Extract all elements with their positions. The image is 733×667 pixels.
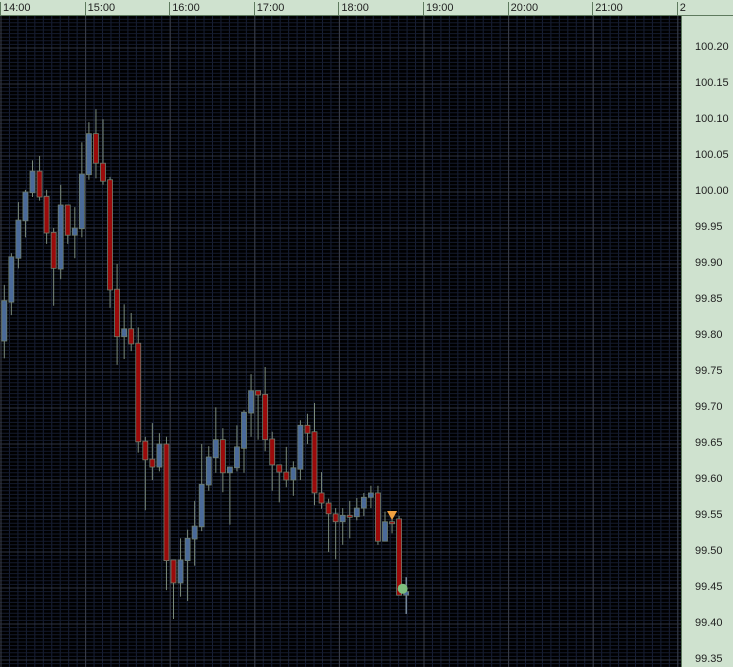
candle-body-down xyxy=(389,521,395,525)
candle-body-up xyxy=(22,191,29,222)
candle-body-up xyxy=(297,424,304,470)
price-tick-label: 99.40 xyxy=(695,617,723,629)
candle-body-down xyxy=(135,342,142,443)
candle-body-up xyxy=(78,173,85,230)
candle-body-down xyxy=(43,195,50,234)
candle-body-down xyxy=(163,443,170,562)
time-tick-label: 17:00 xyxy=(253,2,284,16)
candle-body-up xyxy=(226,466,233,474)
candle-body-down xyxy=(128,328,135,345)
candle-body-up xyxy=(191,525,198,540)
candle-body-down xyxy=(219,439,226,474)
price-tick-label: 99.95 xyxy=(695,221,723,233)
price-tick-label: 100.10 xyxy=(695,113,729,125)
price-tick-label: 99.85 xyxy=(695,293,723,305)
candle-body-up xyxy=(234,446,240,469)
position-circle-marker xyxy=(397,583,408,594)
price-tick-label: 100.20 xyxy=(695,41,729,53)
time-tick-label: 20:00 xyxy=(507,2,538,16)
price-tick-label: 100.00 xyxy=(695,185,729,197)
candle-body-down xyxy=(396,518,403,596)
candle-body-down xyxy=(269,438,276,466)
candle-body-down xyxy=(276,464,283,473)
candle-body-down xyxy=(346,514,353,518)
candle-body-up xyxy=(156,443,163,468)
time-tick-label: 2 xyxy=(676,2,686,16)
candle-body-up xyxy=(367,492,374,498)
candle-body-down xyxy=(142,440,149,461)
candle-body-up xyxy=(29,170,36,194)
candle-body-up xyxy=(248,390,254,414)
price-tick-label: 99.60 xyxy=(695,473,723,485)
sell-arrow-marker xyxy=(387,511,398,520)
price-tick-label: 100.15 xyxy=(695,77,729,89)
time-tick-label: 18:00 xyxy=(338,2,369,16)
price-tick-label: 99.55 xyxy=(695,509,723,521)
candle-body-up xyxy=(198,483,205,528)
candle-body-up xyxy=(1,300,8,342)
price-tick-label: 99.35 xyxy=(695,653,723,665)
price-tick-label: 100.05 xyxy=(695,149,729,161)
candle-body-down xyxy=(325,502,332,515)
candle-body-up xyxy=(15,219,22,259)
candle-body-up xyxy=(241,411,247,449)
price-tick-label: 99.75 xyxy=(695,365,723,377)
candle-body-up xyxy=(57,204,64,270)
candle-body-up xyxy=(360,496,367,509)
price-axis: 100.20 100.15 100.10 100.05 100.00 99.95 99.90… xyxy=(681,16,733,667)
time-axis: 14:00 15:00 16:00 17:00 18:00 19:00 20:00 21:00… xyxy=(0,0,733,16)
candle-body-up xyxy=(290,467,297,481)
candle-body-down xyxy=(255,390,262,396)
candle-body-down xyxy=(170,559,177,584)
candle-body-up xyxy=(71,227,78,236)
candle-body-down xyxy=(375,492,381,542)
time-tick-label: 15:00 xyxy=(84,2,115,16)
time-tick-label: 16:00 xyxy=(169,2,200,16)
candlestick-plot xyxy=(0,16,681,667)
candle-body-up xyxy=(86,133,92,176)
candle-body-up xyxy=(8,256,15,303)
price-tick-label: 99.70 xyxy=(695,401,723,413)
candle-body-up xyxy=(382,521,388,542)
candle-body-down xyxy=(149,458,156,468)
candle-body-up xyxy=(339,514,346,523)
candle-body-down xyxy=(107,179,113,291)
price-tick-label: 99.90 xyxy=(695,257,723,269)
candle-body-down xyxy=(283,471,290,481)
candle-body-down xyxy=(50,231,57,269)
candle-body-down xyxy=(100,162,106,182)
price-tick-label: 99.50 xyxy=(695,545,723,557)
price-tick-label: 99.80 xyxy=(695,329,723,341)
candle-body-down xyxy=(262,393,269,441)
candle-body-down xyxy=(311,431,318,494)
time-tick-label: 21:00 xyxy=(592,2,623,16)
candle-body-down xyxy=(304,424,311,434)
price-tick-label: 99.45 xyxy=(695,581,723,593)
candle-body-up xyxy=(121,328,128,338)
candle-body-up xyxy=(177,559,184,584)
candle-body-up xyxy=(205,456,212,486)
price-tick-label: 99.65 xyxy=(695,437,723,449)
time-tick-label: 14:00 xyxy=(0,2,31,16)
candle-body-up xyxy=(353,507,360,518)
candle-body-down xyxy=(114,288,120,338)
time-tick-label: 19:00 xyxy=(423,2,454,16)
candle-body-down xyxy=(318,492,325,504)
candle-body-down xyxy=(332,513,339,523)
candle-body-down xyxy=(93,133,99,164)
candle-body-down xyxy=(36,170,43,198)
candle-body-up xyxy=(184,537,191,562)
candle-body-down xyxy=(64,204,71,236)
candle-body-up xyxy=(212,439,219,459)
